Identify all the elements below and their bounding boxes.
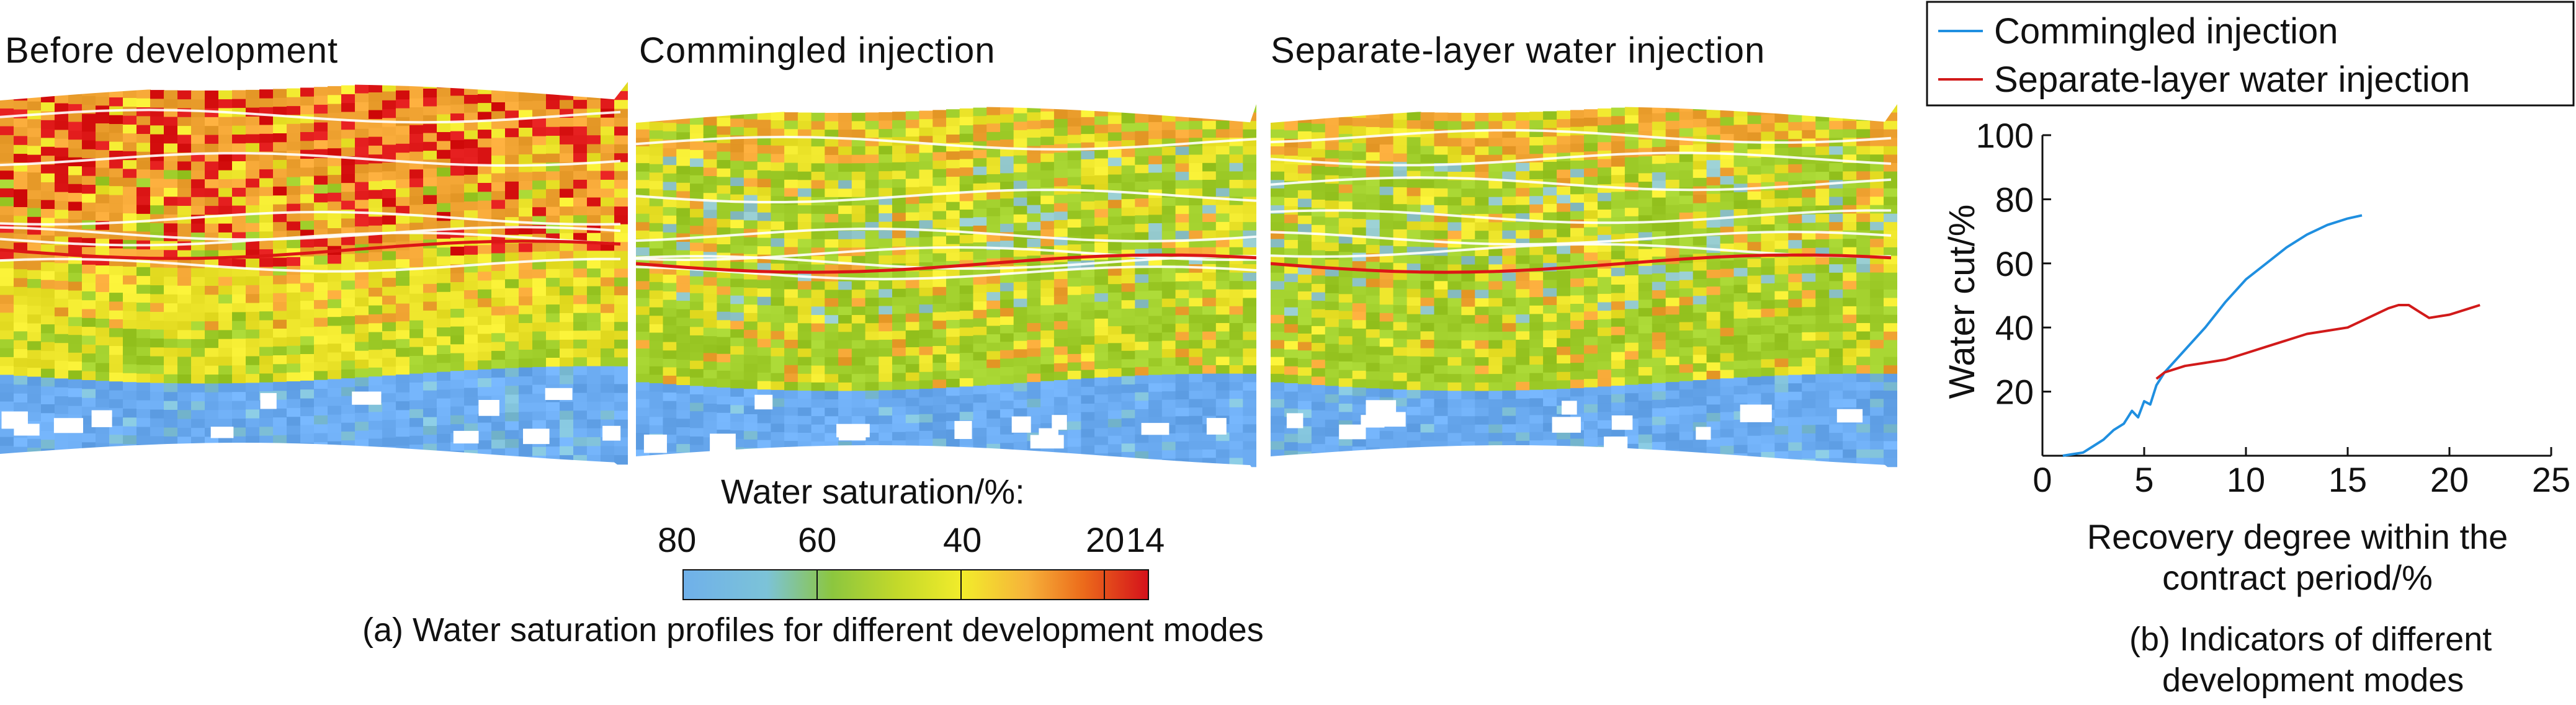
x-tick-label-5: 5 <box>2134 460 2153 499</box>
profile-title-separate: Separate-layer water injection <box>1271 30 1766 71</box>
profile-before-development <box>0 82 628 472</box>
colorbar-tick-20: 20 <box>1086 520 1125 559</box>
colorbar-gradient <box>682 569 1149 600</box>
saturation-profile-separate <box>1271 104 1897 475</box>
series-line-0 <box>2062 214 2363 457</box>
colorbar-tick-14: 14 <box>1126 520 1165 559</box>
profile-title-before: Before development <box>5 30 339 71</box>
y-tick-label-20: 20 <box>1995 373 2034 412</box>
y-tick-label-100: 100 <box>1976 116 2034 155</box>
saturation-profile-commingled <box>636 104 1256 475</box>
colorbar-tick-80: 80 <box>658 520 697 559</box>
profile-commingled-injection <box>636 104 1256 475</box>
x-tick-label-20: 20 <box>2430 460 2469 499</box>
caption-b-line1: (b) Indicators of different <box>2129 621 2492 658</box>
legend-label-1: Separate-layer water injection <box>1994 60 2470 100</box>
profile-separate-layer <box>1271 104 1897 475</box>
y-tick-label-80: 80 <box>1995 180 2034 219</box>
colorbar <box>682 569 1149 600</box>
colorbar-tick-40: 40 <box>943 520 982 559</box>
y-axis-label: Water cut/% <box>1942 205 1982 399</box>
y-tick-label-60: 60 <box>1995 244 2034 283</box>
saturation-profile-before <box>0 82 628 472</box>
caption-a: (a) Water saturation profiles for differ… <box>362 611 1264 649</box>
chart-legend: Commingled injection Separate-layer water… <box>1926 1 2575 107</box>
x-tick-label-15: 15 <box>2328 460 2367 499</box>
legend-box <box>1926 1 2575 107</box>
caption-b-line2: development modes <box>2162 662 2464 699</box>
colorbar-title: Water saturation/%: <box>721 472 1025 511</box>
series-line-1 <box>2155 304 2480 380</box>
x-tick-label-25: 25 <box>2532 460 2570 499</box>
x-tick-label-10: 10 <box>2227 460 2265 499</box>
x-axis-label-line-0: Recovery degree within the <box>2087 517 2508 556</box>
colorbar-tick-60: 60 <box>798 520 837 559</box>
x-tick-label-0: 0 <box>2033 460 2052 499</box>
legend-label-0: Commingled injection <box>1994 11 2338 51</box>
profile-title-commingled: Commingled injection <box>639 30 996 71</box>
y-tick-label-40: 40 <box>1995 308 2034 347</box>
x-axis-label-line-1: contract period/% <box>2162 558 2433 597</box>
